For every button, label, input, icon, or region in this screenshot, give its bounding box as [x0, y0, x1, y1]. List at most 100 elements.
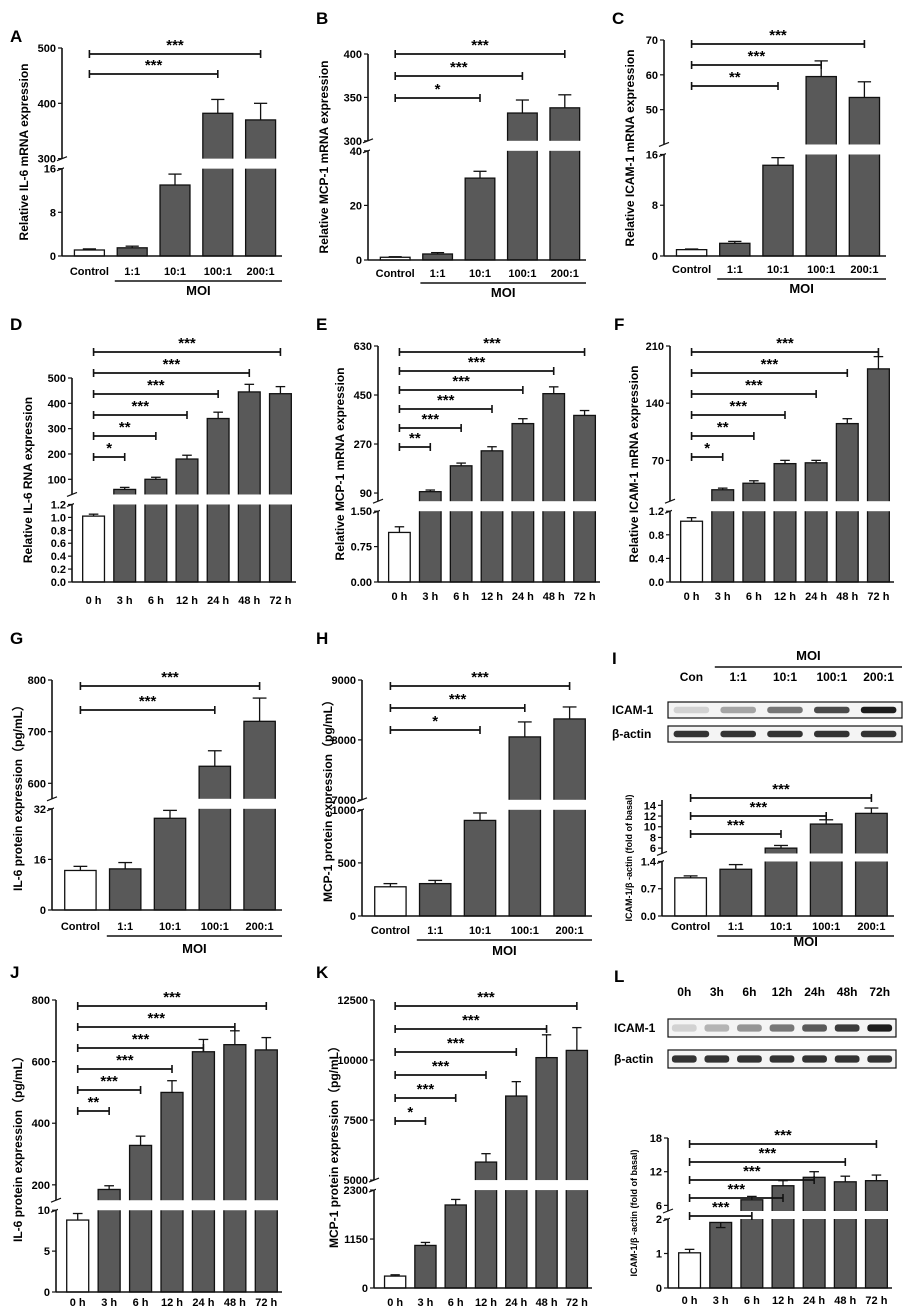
bar: [108, 868, 142, 911]
x-tick-label: 10:1: [164, 266, 186, 278]
y-tick-label: 400: [344, 49, 362, 61]
y-tick-label: 70: [646, 35, 658, 47]
x-tick-label: 12 h: [475, 1297, 497, 1309]
axis-break-gap: [74, 494, 298, 505]
x-tick-label: 10:1: [469, 925, 491, 937]
x-tick-label: 3 h: [117, 595, 133, 607]
significance-label: ***: [730, 398, 748, 415]
significance-label: ***: [750, 799, 768, 816]
x-tick-label: 0 h: [682, 1295, 698, 1307]
x-tick-label: 48 h: [543, 591, 565, 603]
y-tick-label: 0.0: [649, 577, 664, 589]
significance-label: ***: [471, 669, 489, 686]
bar: [449, 465, 473, 583]
y-tick-label: 32: [34, 804, 46, 816]
significance-label: ***: [727, 817, 745, 834]
x-tick-label: 48 h: [536, 1297, 558, 1309]
significance-label: ***: [437, 392, 455, 409]
blot-band: [671, 1024, 697, 1032]
bar: [73, 249, 106, 257]
significance-label: ***: [178, 335, 196, 352]
y-tick-label: 6: [650, 843, 656, 855]
blot-band: [860, 730, 897, 738]
significance-label: ***: [147, 377, 165, 394]
x-tick-label: 10:1: [767, 264, 789, 276]
significance-label: ***: [452, 373, 470, 390]
x-tick-label: 6 h: [448, 1297, 464, 1309]
y-tick-label: 0: [656, 1283, 662, 1295]
y-tick-label: 16: [646, 149, 658, 161]
y-tick-label: 12: [650, 1167, 662, 1179]
group-label: MOI: [182, 941, 207, 956]
y-tick-label: 8: [50, 207, 56, 219]
y-tick-label: 400: [48, 398, 66, 410]
y-tick-label: 12500: [337, 995, 368, 1007]
x-tick-label: 72 h: [566, 1297, 588, 1309]
significance-label: ***: [161, 669, 179, 686]
panel-e: E 0.00 0.75 1.50 90 270 450 630 Relative MCP-1 m…: [316, 315, 602, 603]
significance-label: ***: [163, 989, 181, 1006]
y-tick-label: 90: [360, 488, 372, 500]
blot-lane-label: 10:1: [773, 670, 797, 684]
blot-row-label: β-actin: [614, 1052, 653, 1066]
x-tick-label: 12 h: [774, 591, 796, 603]
x-tick-label: 3 h: [715, 591, 731, 603]
bar: [866, 368, 890, 583]
y-tick-label: 400: [32, 1118, 50, 1130]
blot-band: [720, 730, 756, 738]
y-tick-label: 0: [356, 255, 362, 267]
blot-band: [867, 1024, 893, 1032]
blot-band: [767, 706, 803, 714]
blot-lane-label: 6h: [742, 985, 756, 999]
y-tick-label: 20: [350, 200, 362, 212]
group-label: MOI: [793, 934, 818, 949]
blot-lane-label: 100:1: [816, 670, 847, 684]
bar: [833, 1181, 857, 1289]
significance-label: ***: [743, 1163, 761, 1180]
panel-c: C 0 8 16 50 60 70 Relative ICAM-1 mRNA expressi…: [612, 9, 888, 296]
y-tick-label: 0.8: [649, 530, 664, 542]
bar: [802, 1176, 826, 1289]
bar: [383, 1275, 407, 1289]
y-tick-label: 9000: [332, 675, 356, 687]
significance-label: ***: [100, 1073, 118, 1090]
significance-label: **: [717, 419, 729, 436]
y-tick-label: 1.50: [351, 506, 372, 518]
y-tick-label: 12: [644, 811, 656, 823]
bar: [175, 458, 199, 583]
x-tick-label: 6 h: [133, 1297, 149, 1309]
blot-band: [867, 1055, 893, 1063]
bar: [237, 391, 261, 583]
bar: [160, 1091, 184, 1293]
x-tick-label: 72 h: [269, 595, 291, 607]
blot-band: [767, 730, 803, 738]
x-tick-label: 24 h: [805, 591, 827, 603]
bar: [202, 112, 234, 257]
x-tick-label: Control: [70, 266, 109, 278]
x-tick-label: 48 h: [836, 591, 858, 603]
axis-break-mark: [658, 141, 670, 148]
y-tick-label: 0: [40, 905, 46, 917]
y-axis-label: MCP-1 protein expression（pg/mL）: [326, 1040, 341, 1248]
y-tick-label: 1150: [344, 1234, 368, 1246]
y-tick-label: 1.0: [51, 512, 66, 524]
significance-label: ***: [712, 1199, 730, 1216]
bar: [116, 247, 148, 257]
bar: [854, 812, 888, 917]
y-tick-label: 10000: [337, 1055, 368, 1067]
y-tick-label: 600: [28, 778, 46, 790]
blot-band: [802, 1024, 827, 1032]
significance-label: ***: [166, 37, 184, 54]
group-label: MOI: [186, 283, 211, 298]
axis-break-mark: [664, 498, 676, 504]
significance-label: ***: [761, 356, 779, 373]
y-tick-label: 8000: [332, 735, 356, 747]
y-tick-label: 10: [644, 822, 656, 834]
x-tick-label: Control: [371, 925, 410, 937]
significance-label: ***: [449, 691, 467, 708]
axis-break-mark: [66, 491, 78, 498]
significance-label: ***: [462, 1012, 480, 1029]
bar: [719, 242, 751, 257]
y-axis-label: ICAM-1/β -actin (fold of basal): [624, 795, 634, 922]
